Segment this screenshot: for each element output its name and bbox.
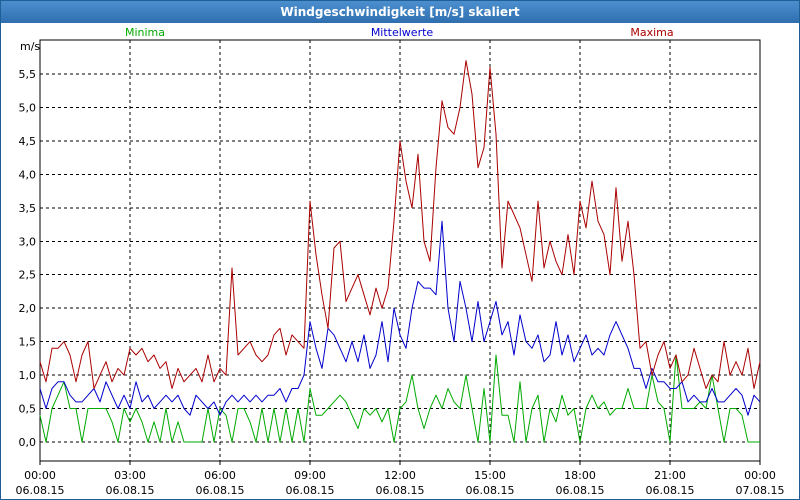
series-lines <box>39 60 761 443</box>
series-line-maxima <box>39 60 761 389</box>
x-tick-date: 06.08.15 <box>466 484 515 497</box>
y-tick-label: 1,5 <box>19 336 37 349</box>
legend-entry-maxima: Maxima <box>630 26 673 39</box>
x-tick-date: 06.08.15 <box>196 484 245 497</box>
y-tick-label: 5,0 <box>19 101 37 114</box>
x-tick-time: 09:00 <box>294 469 326 482</box>
x-tick-time: 00:00 <box>24 469 56 482</box>
y-tick-label: 0,0 <box>19 436 37 449</box>
y-tick-label: 4,0 <box>19 168 37 181</box>
x-tick-time: 03:00 <box>114 469 146 482</box>
x-tick-date: 07.08.15 <box>736 484 785 497</box>
x-tick-date: 06.08.15 <box>646 484 695 497</box>
series-line-minima <box>39 354 760 443</box>
y-tick-label: 1,0 <box>19 369 37 382</box>
axes <box>39 39 761 465</box>
legend: Minima Mittelwerte Maxima <box>125 26 674 39</box>
y-tick-label: 4,5 <box>19 135 37 148</box>
x-tick-date: 06.08.15 <box>106 484 155 497</box>
x-tick-time: 18:00 <box>564 469 596 482</box>
x-tick-time: 12:00 <box>384 469 416 482</box>
legend-entry-minima: Minima <box>125 26 165 39</box>
x-tick-date: 06.08.15 <box>16 484 65 497</box>
x-tick-date: 06.08.15 <box>556 484 605 497</box>
y-tick-label: 2,5 <box>19 269 37 282</box>
legend-entry-mittelwerte: Mittelwerte <box>371 26 434 39</box>
x-tick-time: 06:00 <box>204 469 236 482</box>
plot-frame <box>39 39 761 462</box>
x-tick-date: 06.08.15 <box>376 484 425 497</box>
tick-labels: 0,0 0,5 1,0 1,5 2,0 2,5 3,0 3,5 4,0 4,5 5,0 5,5 00:0… <box>16 40 785 497</box>
y-tick-label: 2,0 <box>19 302 37 315</box>
y-tick-label: 3,5 <box>19 202 37 215</box>
y-tick-label: 5,5 <box>19 68 37 81</box>
grid <box>40 40 760 461</box>
x-tick-date: 06.08.15 <box>286 484 335 497</box>
y-tick-label: 3,0 <box>19 235 37 248</box>
x-tick-time: 15:00 <box>474 469 506 482</box>
window-title: Windgeschwindigkeit [m/s] skaliert <box>1 1 799 23</box>
x-tick-time: 00:00 <box>744 469 776 482</box>
y-tick-label: 0,5 <box>19 403 37 416</box>
y-axis-label: m/s <box>20 40 40 53</box>
series-line-mittelwerte <box>39 220 761 416</box>
x-tick-time: 21:00 <box>654 469 686 482</box>
